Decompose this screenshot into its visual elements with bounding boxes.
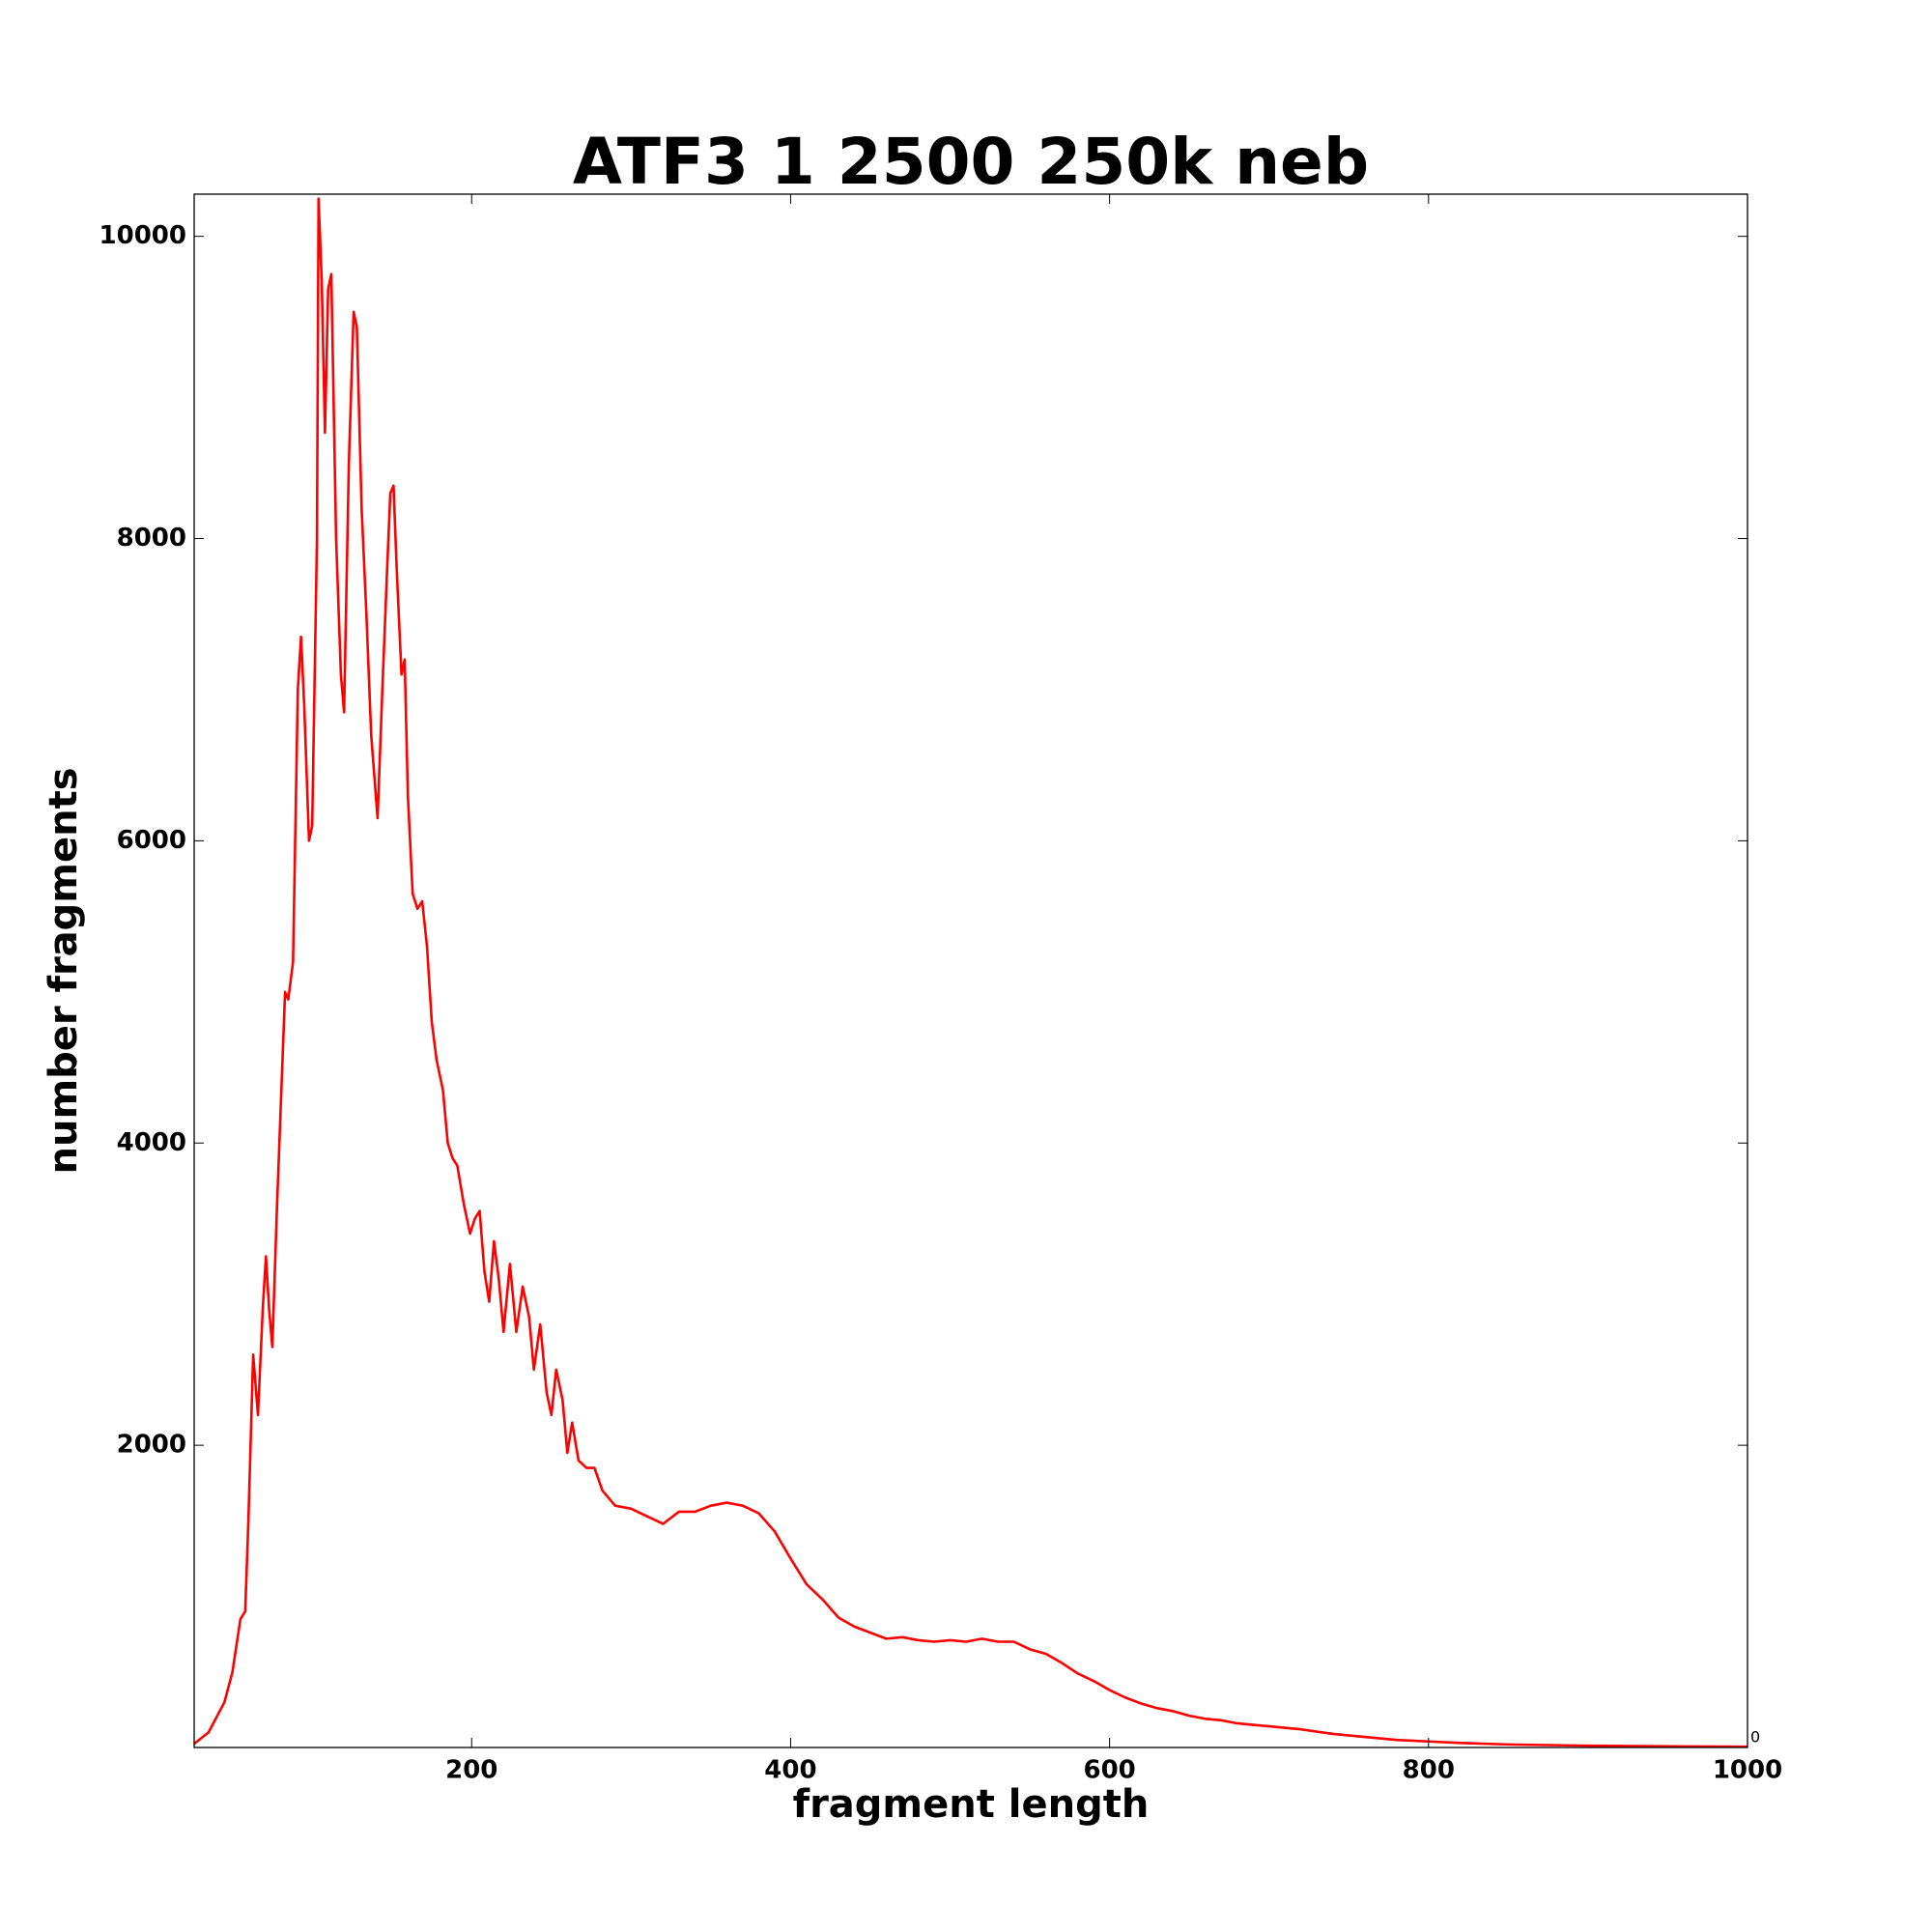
x-tick-label: 400 xyxy=(764,1756,816,1785)
plot-frame xyxy=(193,193,1748,1748)
x-tick-label: 800 xyxy=(1403,1756,1455,1785)
x-axis-label: fragment length xyxy=(793,1782,1150,1827)
chart-title: ATF3 1 2500 250k neb xyxy=(573,125,1369,199)
y-tick-label: 2000 xyxy=(117,1431,186,1460)
x-tick-label: 1000 xyxy=(1713,1756,1782,1785)
x-tick-label: 200 xyxy=(445,1756,497,1785)
data-line xyxy=(193,197,1748,1748)
y-tick-label: 8000 xyxy=(117,524,186,553)
y-tick-label: 4000 xyxy=(117,1128,186,1157)
annotation: 0 xyxy=(1750,1728,1760,1747)
y-tick-label: 10000 xyxy=(99,221,186,250)
y-axis-label: number fragments xyxy=(42,767,86,1174)
x-tick-label: 600 xyxy=(1083,1756,1135,1785)
y-tick-label: 6000 xyxy=(117,826,186,855)
